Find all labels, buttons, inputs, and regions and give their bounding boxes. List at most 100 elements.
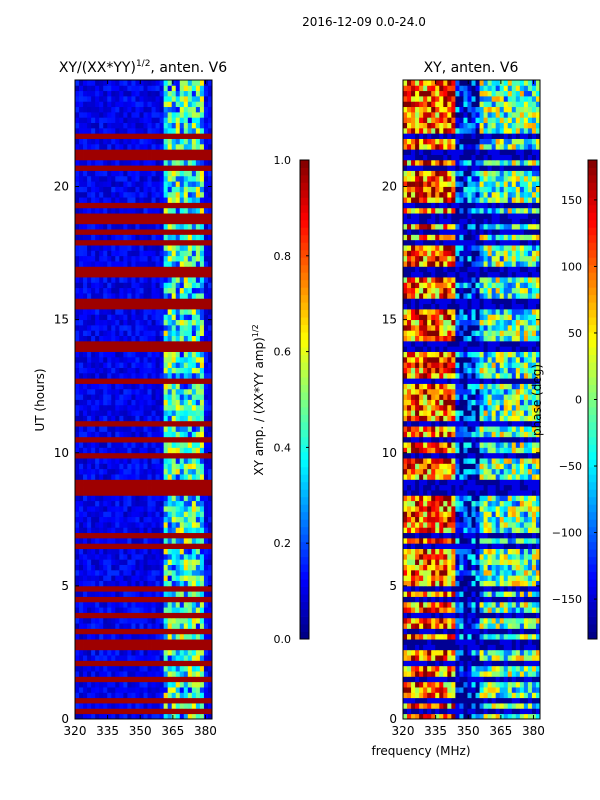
- heatmap-cell: [175, 111, 181, 118]
- heatmap-cell: [75, 447, 80, 454]
- heatmap-cell: [79, 569, 84, 576]
- heatmap-cell: [75, 239, 80, 246]
- heatmap-cell: [147, 442, 152, 448]
- heatmap-cell: [131, 415, 136, 422]
- heatmap-cell: [155, 378, 161, 384]
- heatmap-cell: [119, 383, 124, 390]
- heatmap-cell: [183, 122, 189, 129]
- heatmap-cell: [143, 639, 148, 645]
- heatmap-cell: [139, 101, 144, 108]
- heatmap-cell: [139, 537, 144, 544]
- heatmap-cell: [135, 388, 140, 395]
- heatmap-cell: [127, 564, 132, 571]
- heatmap-cell: [191, 191, 197, 198]
- heatmap-cell: [523, 692, 529, 699]
- heatmap-cell: [131, 197, 136, 203]
- heatmap-cell: [179, 516, 185, 523]
- heatmap-cell: [159, 452, 165, 459]
- heatmap-cell: [87, 426, 92, 432]
- heatmap-cell: [151, 282, 156, 289]
- heatmap-cell: [171, 431, 177, 438]
- heatmap-cell: [151, 143, 156, 150]
- heatmap-cell: [103, 495, 108, 502]
- heatmap-cell: [147, 191, 152, 198]
- heatmap-cell: [511, 681, 517, 688]
- heatmap-cell: [167, 639, 173, 645]
- heatmap-cell: [171, 479, 177, 486]
- heatmap-cell: [187, 431, 193, 438]
- heatmap-cell: [531, 617, 537, 624]
- heatmap-cell: [91, 202, 96, 209]
- heatmap-cell: [427, 681, 432, 688]
- heatmap-cell: [75, 580, 80, 587]
- heatmap-cell: [87, 633, 92, 640]
- heatmap-cell: [479, 671, 484, 677]
- heatmap-cell: [183, 277, 189, 283]
- heatmap-cell: [119, 367, 124, 374]
- heatmap-cell: [443, 687, 448, 693]
- heatmap-cell: [187, 463, 193, 470]
- heatmap-cell: [499, 687, 505, 693]
- heatmap-cell: [87, 165, 92, 171]
- heatmap-cell: [95, 170, 100, 177]
- heatmap-cell: [531, 655, 537, 661]
- heatmap-cell: [75, 261, 80, 267]
- heatmap-cell: [535, 623, 541, 629]
- heatmap-cell: [163, 410, 169, 416]
- heatmap-cell: [75, 372, 80, 379]
- heatmap-cell: [139, 692, 144, 699]
- heatmap-cell: [195, 665, 201, 672]
- heatmap-cell: [195, 537, 201, 544]
- heatmap-cell: [135, 165, 140, 171]
- heatmap-cell: [131, 681, 136, 688]
- heatmap-cell: [95, 415, 100, 422]
- heatmap-cell: [155, 516, 161, 523]
- heatmap-cell: [483, 601, 489, 608]
- heatmap-cell: [135, 591, 140, 597]
- heatmap-cell: [183, 213, 189, 219]
- heatmap-cell: [143, 388, 148, 395]
- heatmap-cell: [95, 479, 100, 486]
- heatmap-cell: [187, 697, 193, 704]
- heatmap-cell: [119, 191, 124, 198]
- heatmap-cell: [79, 85, 84, 92]
- heatmap-cell: [119, 293, 124, 299]
- heatmap-cell: [139, 245, 144, 251]
- heatmap-cell: [203, 596, 209, 603]
- heatmap-cell: [175, 239, 181, 246]
- heatmap-cell: [515, 639, 521, 645]
- heatmap-cell: [159, 133, 165, 139]
- heatmap-cell: [95, 319, 100, 326]
- heatmap-cell: [195, 660, 201, 667]
- heatmap-cell: [419, 607, 424, 613]
- heatmap-cell: [119, 308, 124, 315]
- heatmap-cell: [75, 479, 80, 486]
- heatmap-cell: [203, 633, 209, 640]
- heatmap-cell: [147, 181, 152, 187]
- heatmap-cell: [431, 665, 436, 672]
- heatmap-cell: [139, 191, 144, 198]
- heatmap-cell: [91, 553, 96, 560]
- heatmap-cell: [95, 213, 100, 219]
- heatmap-cell: [131, 271, 136, 278]
- heatmap-cell: [79, 202, 84, 209]
- heatmap-cell: [135, 655, 140, 661]
- heatmap-cell: [431, 644, 436, 651]
- heatmap-cell: [139, 697, 144, 704]
- heatmap-cell: [195, 394, 201, 400]
- heatmap-cell: [83, 287, 88, 294]
- heatmap-cell: [107, 596, 112, 603]
- heatmap-cell: [167, 495, 173, 502]
- heatmap-cell: [87, 170, 92, 177]
- heatmap-cell: [131, 303, 136, 310]
- heatmap-cell: [103, 255, 108, 262]
- heatmap-cell: [207, 697, 213, 704]
- heatmap-cell: [459, 649, 464, 656]
- heatmap-cell: [143, 553, 148, 560]
- heatmap-cell: [103, 490, 108, 496]
- heatmap-cell: [499, 617, 505, 624]
- heatmap-cell: [91, 639, 96, 645]
- heatmap-cell: [151, 639, 156, 645]
- heatmap-cell: [99, 170, 104, 177]
- heatmap-cell: [423, 601, 428, 608]
